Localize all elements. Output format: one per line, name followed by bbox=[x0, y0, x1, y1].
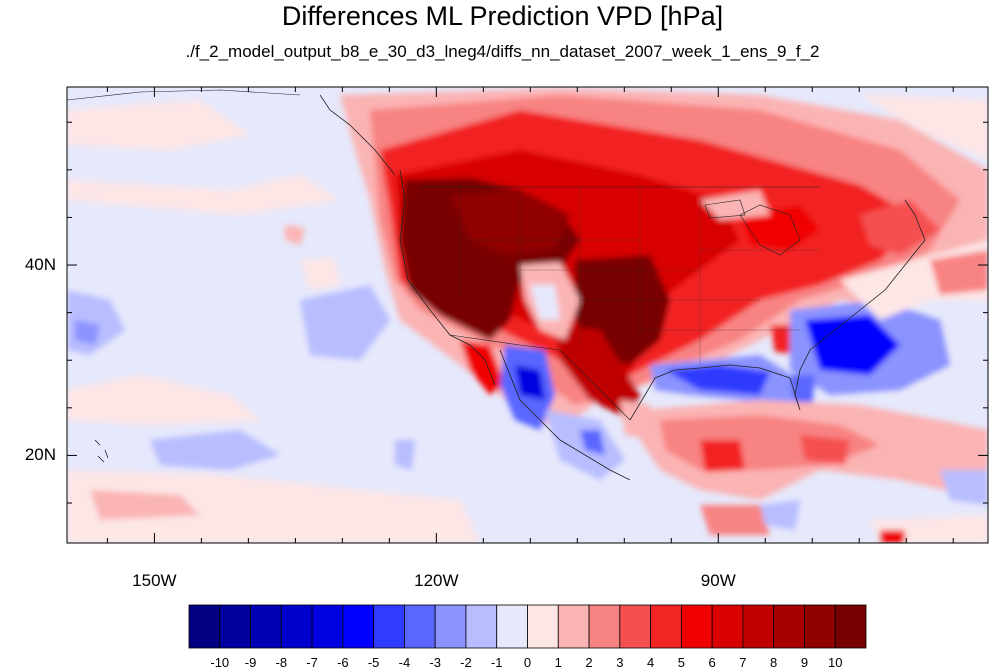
field-region bbox=[940, 470, 988, 505]
colorbar-tick-label: 5 bbox=[677, 655, 685, 670]
field-region bbox=[860, 200, 940, 255]
colorbar-swatch bbox=[404, 604, 436, 649]
colorbar-tick-label: 10 bbox=[827, 655, 843, 670]
field-region bbox=[67, 100, 250, 150]
colorbar-tick-label: 0 bbox=[523, 655, 532, 670]
colorbar-swatch bbox=[680, 604, 713, 649]
colorbar-tick-label: 1 bbox=[554, 655, 562, 670]
colorbar-swatch bbox=[711, 604, 744, 649]
coastline-segment bbox=[629, 364, 791, 421]
field-region bbox=[760, 500, 800, 530]
colorbar-swatch bbox=[804, 604, 836, 649]
colorbar-swatch bbox=[280, 604, 313, 649]
colorbar-swatch bbox=[188, 604, 221, 649]
field-region bbox=[800, 435, 850, 465]
y-tick-label: 20N bbox=[24, 445, 56, 465]
x-tick-label: 120W bbox=[414, 571, 459, 590]
x-tick-label: 90W bbox=[700, 571, 736, 590]
state-borders bbox=[459, 187, 820, 365]
field-region bbox=[880, 530, 905, 543]
colorbar-tick-label: -8 bbox=[275, 655, 288, 670]
colorbar-tick-label: -4 bbox=[398, 655, 411, 670]
colorbar-tick-label: -7 bbox=[306, 655, 318, 670]
chart-title: Differences ML Prediction VPD [hPa] bbox=[281, 1, 724, 31]
field-region bbox=[67, 375, 260, 425]
field-region bbox=[580, 430, 605, 455]
colorbar-tick-label: -10 bbox=[210, 655, 230, 670]
field-region bbox=[300, 285, 390, 360]
colorbar-tick-label: -9 bbox=[244, 655, 257, 670]
hawaii-outline bbox=[94, 439, 109, 463]
field-region bbox=[67, 470, 480, 543]
axis-ticks bbox=[67, 87, 988, 543]
colorbar-swatch bbox=[742, 604, 775, 649]
field-region bbox=[75, 320, 100, 345]
field-region bbox=[930, 250, 988, 295]
colorbar-swatch bbox=[496, 604, 528, 649]
field-region bbox=[740, 205, 820, 250]
colorbar-tick-label: 6 bbox=[708, 655, 716, 670]
colorbar-swatch bbox=[527, 604, 559, 649]
lake-superior-outline bbox=[704, 199, 746, 219]
field-region bbox=[450, 190, 570, 255]
coastline-segment bbox=[499, 349, 631, 481]
colorbar-swatch bbox=[773, 604, 805, 649]
field-region bbox=[90, 490, 200, 520]
coastline-segment bbox=[319, 94, 396, 176]
colorbar-tick-label: 2 bbox=[585, 655, 593, 670]
colorbar-swatch bbox=[250, 604, 282, 649]
map-field bbox=[67, 87, 988, 543]
field-region bbox=[860, 95, 988, 160]
field-region bbox=[67, 175, 340, 215]
us-mexico-border bbox=[449, 334, 631, 421]
colorbar-swatch bbox=[834, 604, 867, 649]
colorbar-tick-label: 9 bbox=[800, 655, 809, 670]
state-grid bbox=[459, 187, 820, 365]
y-tick-label: 40N bbox=[24, 255, 56, 275]
great-lakes-outline bbox=[739, 204, 801, 256]
field-region bbox=[300, 258, 340, 290]
colorbar-swatch bbox=[619, 604, 651, 649]
field-region bbox=[515, 365, 545, 400]
colorbar-tick-label: -5 bbox=[367, 655, 380, 670]
x-tick-label: 150W bbox=[132, 571, 177, 590]
colorbar-tick-label: -2 bbox=[460, 655, 472, 670]
colorbar-swatch bbox=[311, 604, 344, 649]
colorbar-swatch bbox=[434, 604, 467, 649]
coastline-segment bbox=[789, 199, 926, 411]
colorbar-tick-label: 4 bbox=[646, 655, 655, 670]
colorbar-tick-label: 3 bbox=[616, 655, 624, 670]
colorbar-swatch bbox=[219, 604, 251, 649]
field-region bbox=[395, 440, 415, 470]
coastlines bbox=[67, 89, 926, 481]
colorbar-tick-label: -3 bbox=[429, 655, 441, 670]
field-region bbox=[700, 190, 770, 220]
alaska-coastline bbox=[67, 89, 301, 101]
field-region bbox=[285, 225, 305, 245]
colorbar-tick-label: -6 bbox=[337, 655, 349, 670]
field-region bbox=[700, 505, 770, 535]
colorbar-tick-label: 7 bbox=[739, 655, 747, 670]
field-region bbox=[150, 430, 280, 470]
colorbar-swatch bbox=[557, 604, 590, 649]
chart-subtitle: ./f_2_model_output_b8_e_30_d3_lneg4/diff… bbox=[185, 42, 820, 61]
field-region bbox=[805, 315, 900, 375]
vpd-difference-field bbox=[67, 88, 988, 543]
coastline-segment bbox=[399, 169, 496, 386]
colorbar-swatch bbox=[342, 604, 375, 649]
field-region bbox=[555, 325, 640, 420]
colorbar-tick-label: -1 bbox=[490, 655, 503, 670]
colorbar-tick-label: 8 bbox=[770, 655, 778, 670]
colorbar-swatch bbox=[465, 604, 498, 649]
field-region bbox=[700, 440, 745, 472]
field-region bbox=[790, 375, 815, 410]
field-region bbox=[530, 285, 560, 320]
colorbar-swatch bbox=[650, 604, 682, 649]
plot-frame bbox=[66, 86, 989, 544]
colorbar-swatch bbox=[588, 604, 621, 649]
colorbar bbox=[188, 604, 867, 649]
field-region bbox=[665, 365, 770, 395]
colorbar-swatch bbox=[373, 604, 405, 649]
